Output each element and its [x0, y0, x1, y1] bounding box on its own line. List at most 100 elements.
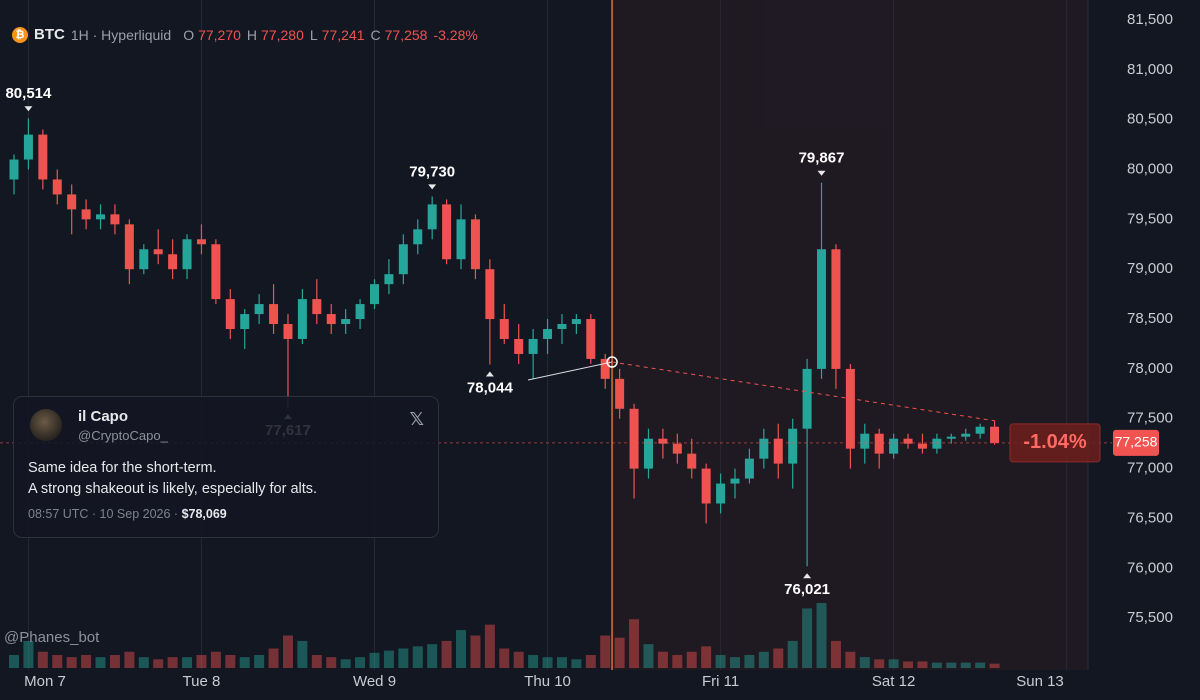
avatar [30, 409, 62, 441]
volume-bar [52, 655, 63, 668]
volume-bar [153, 659, 164, 668]
volume-bar [109, 655, 120, 668]
volume-bar [254, 655, 265, 668]
volume-bar [95, 657, 106, 668]
volume-bar [903, 661, 914, 668]
y-tick-label: 75,500 [1127, 609, 1173, 626]
volume-bar [657, 651, 668, 668]
last-price-label: 77,258 [1115, 434, 1158, 450]
volume-bar [182, 657, 193, 668]
ohlc-value: 77,270 [198, 26, 241, 43]
interval: 1H · Hyperliquid [70, 26, 172, 43]
tweet-text: Same idea for the short-term. A strong s… [28, 458, 317, 500]
volume-bar [311, 655, 322, 668]
candle-body [903, 438, 913, 444]
tweet-point [606, 356, 618, 368]
post-tweet-region [612, 0, 1088, 670]
volume-bar [758, 651, 769, 668]
candle-body [442, 204, 452, 260]
candle-body [312, 299, 322, 315]
candle-body [788, 428, 798, 464]
candle-body [269, 304, 279, 325]
candle-body [557, 324, 567, 330]
annotation-marker [817, 170, 826, 176]
candle-body [932, 438, 942, 449]
y-tick-label: 79,500 [1127, 210, 1173, 227]
candle-body [456, 219, 466, 260]
volume-bar [225, 655, 236, 668]
candle-body [384, 274, 394, 285]
volume-bar [427, 644, 438, 668]
volume-bar [672, 655, 683, 668]
volume-bar [600, 635, 611, 668]
tweet-price: $78,069 [181, 507, 227, 521]
x-tick-label: Mon 7 [24, 673, 66, 690]
tweet-time: 08:57 UTC · 10 Sep 2026 · [28, 507, 182, 521]
volume-bar [744, 655, 755, 668]
y-tick-label: 76,000 [1127, 559, 1173, 576]
x-tick-label: Sun 13 [1016, 673, 1064, 690]
candle-body [9, 159, 19, 180]
ohlc-value: 77,280 [261, 26, 304, 43]
candle-body [889, 438, 899, 454]
volume-bar [81, 655, 92, 668]
volume-bar [643, 644, 654, 668]
candle-body [153, 249, 163, 255]
x-tick-label: Wed 9 [353, 673, 396, 690]
volume-bar [802, 608, 813, 668]
volume-bar [975, 662, 986, 668]
tweet-pointer [527, 361, 613, 381]
projection-line [611, 361, 995, 422]
candle-body [990, 426, 1000, 443]
candle-body [139, 249, 149, 270]
y-tick-label: 81,000 [1127, 61, 1173, 78]
volume-bar [686, 651, 697, 668]
candle-body [917, 443, 927, 449]
candle-body [182, 239, 192, 270]
volume-bar [960, 662, 971, 668]
candle-body [110, 214, 120, 225]
y-tick-label: 80,000 [1127, 160, 1173, 177]
volume-bar [528, 655, 539, 668]
tweet-card[interactable]: il Capo @CryptoCapo_ 𝕏 Same idea for the… [13, 396, 439, 538]
candle-body [96, 214, 106, 220]
volume-bar [398, 648, 409, 668]
candle-body [701, 468, 711, 504]
candle-body [615, 378, 625, 409]
ohlc-value: 77,258 [384, 26, 428, 43]
candle-body [485, 269, 495, 320]
candle-body [38, 134, 48, 180]
ohlc-key: C [370, 26, 381, 43]
symbol: BTC [34, 26, 65, 43]
volume-bar [326, 657, 337, 668]
candle-body [427, 204, 437, 230]
candle-body [716, 483, 726, 504]
candle-body [413, 229, 423, 245]
volume-bar [268, 648, 279, 668]
y-tick-label: 78,500 [1127, 310, 1173, 327]
volume-bar [946, 662, 957, 668]
y-tick-label: 81,500 [1127, 11, 1173, 28]
candle-body [254, 304, 264, 315]
ohlc-key: L [309, 26, 318, 43]
symbol-header: ₿ BTC 1H · Hyperliquid O 77,270 H 77,280 L 77… [12, 26, 478, 43]
y-tick-label: 79,000 [1127, 260, 1173, 277]
candle-body [124, 224, 134, 270]
candle-body [629, 408, 639, 469]
volume-bar [513, 651, 524, 668]
candle-body [297, 299, 307, 339]
volume-bar [167, 657, 178, 668]
volume-bar [355, 657, 366, 668]
annotation-label: 79,730 [409, 163, 455, 180]
last-price-tag [1113, 429, 1159, 456]
candle-body [759, 438, 769, 459]
volume-bar [989, 663, 1000, 668]
volume-bar [715, 655, 726, 668]
candle-body [860, 433, 870, 449]
annotation-label: 79,867 [799, 150, 845, 167]
ohlc-key: O [183, 26, 195, 43]
volume-bar [196, 655, 207, 668]
volume-bar [571, 659, 582, 668]
candle-body [326, 314, 336, 325]
